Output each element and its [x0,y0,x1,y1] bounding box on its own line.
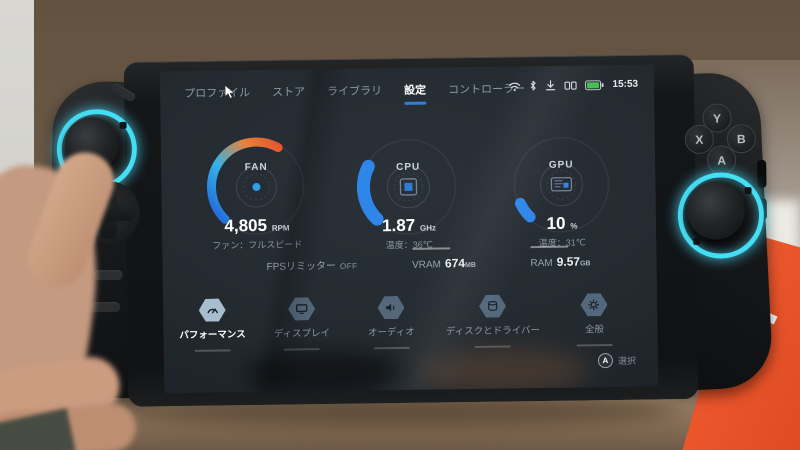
fan-gauge-label: FAN [244,161,268,174]
gpu-gauge: GPU 10 % 温度：31℃ [485,119,639,261]
cpu-gauge: CPU 1.87 GHz 温度：36℃ [332,121,486,263]
button-y-label: Y [712,111,722,126]
tab-general-label: 全般 [584,324,605,336]
apps-icon [564,80,578,90]
fan-gauge: FAN 4,805 RPM ファン：フルスピード [180,121,334,263]
battery-icon [585,79,604,90]
tab-audio[interactable]: オーディオ [356,296,427,350]
screen-reflection [418,347,590,394]
vram-value: 674 [444,256,466,271]
fan-gauge-dial [207,137,305,235]
a-button-icon: A [597,353,614,369]
clock: 15:53 [612,78,639,91]
cpu-gauge-label: CPU [396,161,421,174]
mouse-cursor [224,85,235,99]
ram-label: RAM [530,257,553,270]
button-b-label: B [736,131,746,146]
performance-icon [199,298,226,321]
bluetooth-icon [531,80,537,91]
wifi-icon [509,82,521,91]
gpu-gauge-value: 10 % [486,213,638,235]
tab-disk-driver-label: ディスクとドライバー [445,325,541,338]
fan-value: 4,805 [224,215,268,236]
button-hint[interactable]: A 選択 [597,353,636,369]
tab-performance-label: パフォーマンス [179,329,246,342]
general-icon [580,293,607,316]
fps-limiter: FPSリミッター OFF [266,257,358,273]
nav-item-store[interactable]: ストア [272,86,306,99]
cpu-gauge-value: 1.87 GHz [333,215,485,237]
tab-general[interactable]: 全般 [559,293,630,347]
cpu-gauge-dial [356,139,457,235]
settings-tabs: パフォーマンス ディスプレイ オーディオ [163,293,644,353]
fan-icon [252,183,261,192]
nav-item-profile[interactable]: プロファイル [184,87,251,101]
status-bar: 15:53 [508,79,638,92]
ram-unit: GB [580,260,591,268]
device-screen: プロファイル ストア ライブラリ 設定 コントローラー [159,64,659,394]
gpu-unit: % [570,221,578,231]
disk-driver-icon [479,295,506,318]
gpu-gauge-dial [513,136,610,233]
fps-limiter-label: FPSリミッター [266,260,337,273]
tab-performance[interactable]: パフォーマンス [177,298,248,352]
gpu-chip-icon [550,176,573,192]
hint-label: 選択 [617,355,636,366]
right-side-button [757,159,767,189]
vram-meter: VRAM 674MB [411,247,476,271]
fan-gauge-caption: ファン：フルスピード [212,239,303,251]
vram-unit: MB [464,261,476,270]
gpu-gauge-label: GPU [548,159,574,171]
ram-value: 9.57 [556,254,581,269]
tab-disk-driver[interactable]: ディスクとドライバー [445,294,540,348]
top-nav: プロファイル ストア ライブラリ 設定 コントローラー [184,80,525,105]
vram-label: VRAM [412,259,442,271]
meters-row: FPSリミッター OFF VRAM 674MB RAM 9.57GB [266,245,591,273]
cpu-value: 1.87 [381,215,416,236]
button-a-label: A [717,152,727,168]
ring-notch [119,121,127,129]
display-icon [288,297,315,320]
fps-limiter-value: OFF [339,261,358,271]
download-icon [546,80,556,91]
cpu-chip-icon [399,178,418,196]
fan-gauge-value: 4,805 RPM [181,215,333,237]
view-button [92,269,123,281]
cpu-unit: GHz [419,223,437,233]
screen-reflection [243,349,405,394]
tab-display-label: ディスプレイ [273,327,331,340]
audio-icon [377,296,404,319]
button-x-label: X [695,132,704,147]
gpu-value: 10 [546,213,566,233]
nav-item-library[interactable]: ライブラリ [327,85,383,99]
ring-notch [693,237,701,245]
tab-display[interactable]: ディスプレイ [266,297,337,351]
cpu-gauge-caption: 温度：36℃ [385,239,433,251]
fan-unit: RPM [271,223,290,233]
menu-button [90,301,121,313]
tab-audio-label: オーディオ [367,326,415,339]
ram-meter: RAM 9.57GB [530,245,591,270]
ring-notch [744,187,752,195]
nav-item-settings[interactable]: 設定 [404,82,426,102]
